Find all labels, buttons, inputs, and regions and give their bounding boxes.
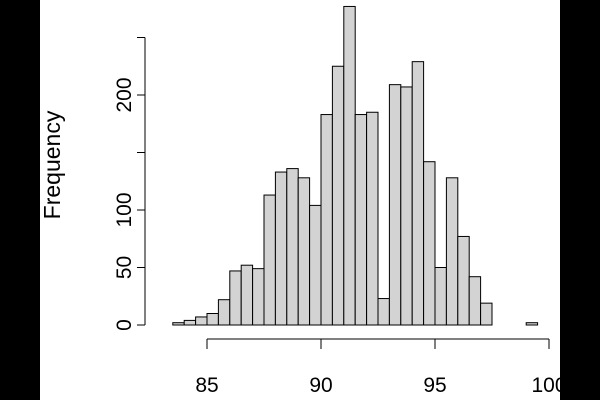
histogram-bar bbox=[195, 316, 208, 326]
histogram-bar bbox=[480, 302, 493, 326]
histogram-bar bbox=[525, 322, 539, 326]
histogram-bar bbox=[343, 5, 356, 326]
histogram-bar bbox=[377, 298, 390, 326]
plot-canvas: 0 50 100 200 85 90 95 100 Frequency bbox=[40, 0, 560, 400]
histogram-bar bbox=[411, 61, 425, 326]
histogram-bar bbox=[286, 168, 299, 326]
bars-group bbox=[172, 5, 539, 326]
y-tick-label: 200 bbox=[113, 77, 136, 112]
x-tick-label: 100 bbox=[531, 374, 560, 397]
histogram-bar bbox=[274, 171, 288, 326]
histogram-bar bbox=[388, 84, 402, 326]
x-axis: 85 90 95 100 bbox=[195, 338, 560, 397]
histogram-bar bbox=[331, 65, 345, 326]
histogram-bar bbox=[400, 86, 413, 326]
histogram-bar bbox=[229, 270, 242, 326]
histogram-bar bbox=[183, 319, 197, 326]
y-tick-label: 0 bbox=[113, 319, 136, 331]
histogram-bar bbox=[206, 313, 219, 326]
y-axis: 0 50 100 200 bbox=[113, 37, 146, 331]
histogram-bar bbox=[423, 161, 436, 326]
histogram-chart: 0 50 100 200 85 90 95 100 Frequency bbox=[40, 5, 560, 397]
histogram-bar bbox=[309, 204, 322, 326]
histogram-bar bbox=[252, 268, 265, 326]
histogram-bar bbox=[263, 194, 276, 326]
y-tick-label: 100 bbox=[113, 192, 136, 227]
histogram-bar bbox=[320, 114, 333, 326]
histogram-bar bbox=[172, 322, 185, 326]
x-tick-label: 95 bbox=[423, 374, 446, 397]
histogram-bar bbox=[445, 177, 459, 326]
x-tick-label: 85 bbox=[195, 374, 218, 397]
histogram-bar bbox=[217, 299, 231, 326]
x-tick-label: 90 bbox=[309, 374, 332, 397]
histogram-bar bbox=[366, 111, 379, 326]
histogram-bar bbox=[457, 235, 470, 326]
histogram-bar bbox=[468, 276, 482, 326]
histogram-bar bbox=[354, 114, 368, 326]
histogram-bar bbox=[434, 267, 447, 326]
histogram-bar bbox=[240, 264, 254, 326]
histogram-bar bbox=[297, 177, 311, 326]
y-axis-label: Frequency bbox=[40, 110, 65, 219]
y-tick-label: 50 bbox=[113, 256, 136, 279]
